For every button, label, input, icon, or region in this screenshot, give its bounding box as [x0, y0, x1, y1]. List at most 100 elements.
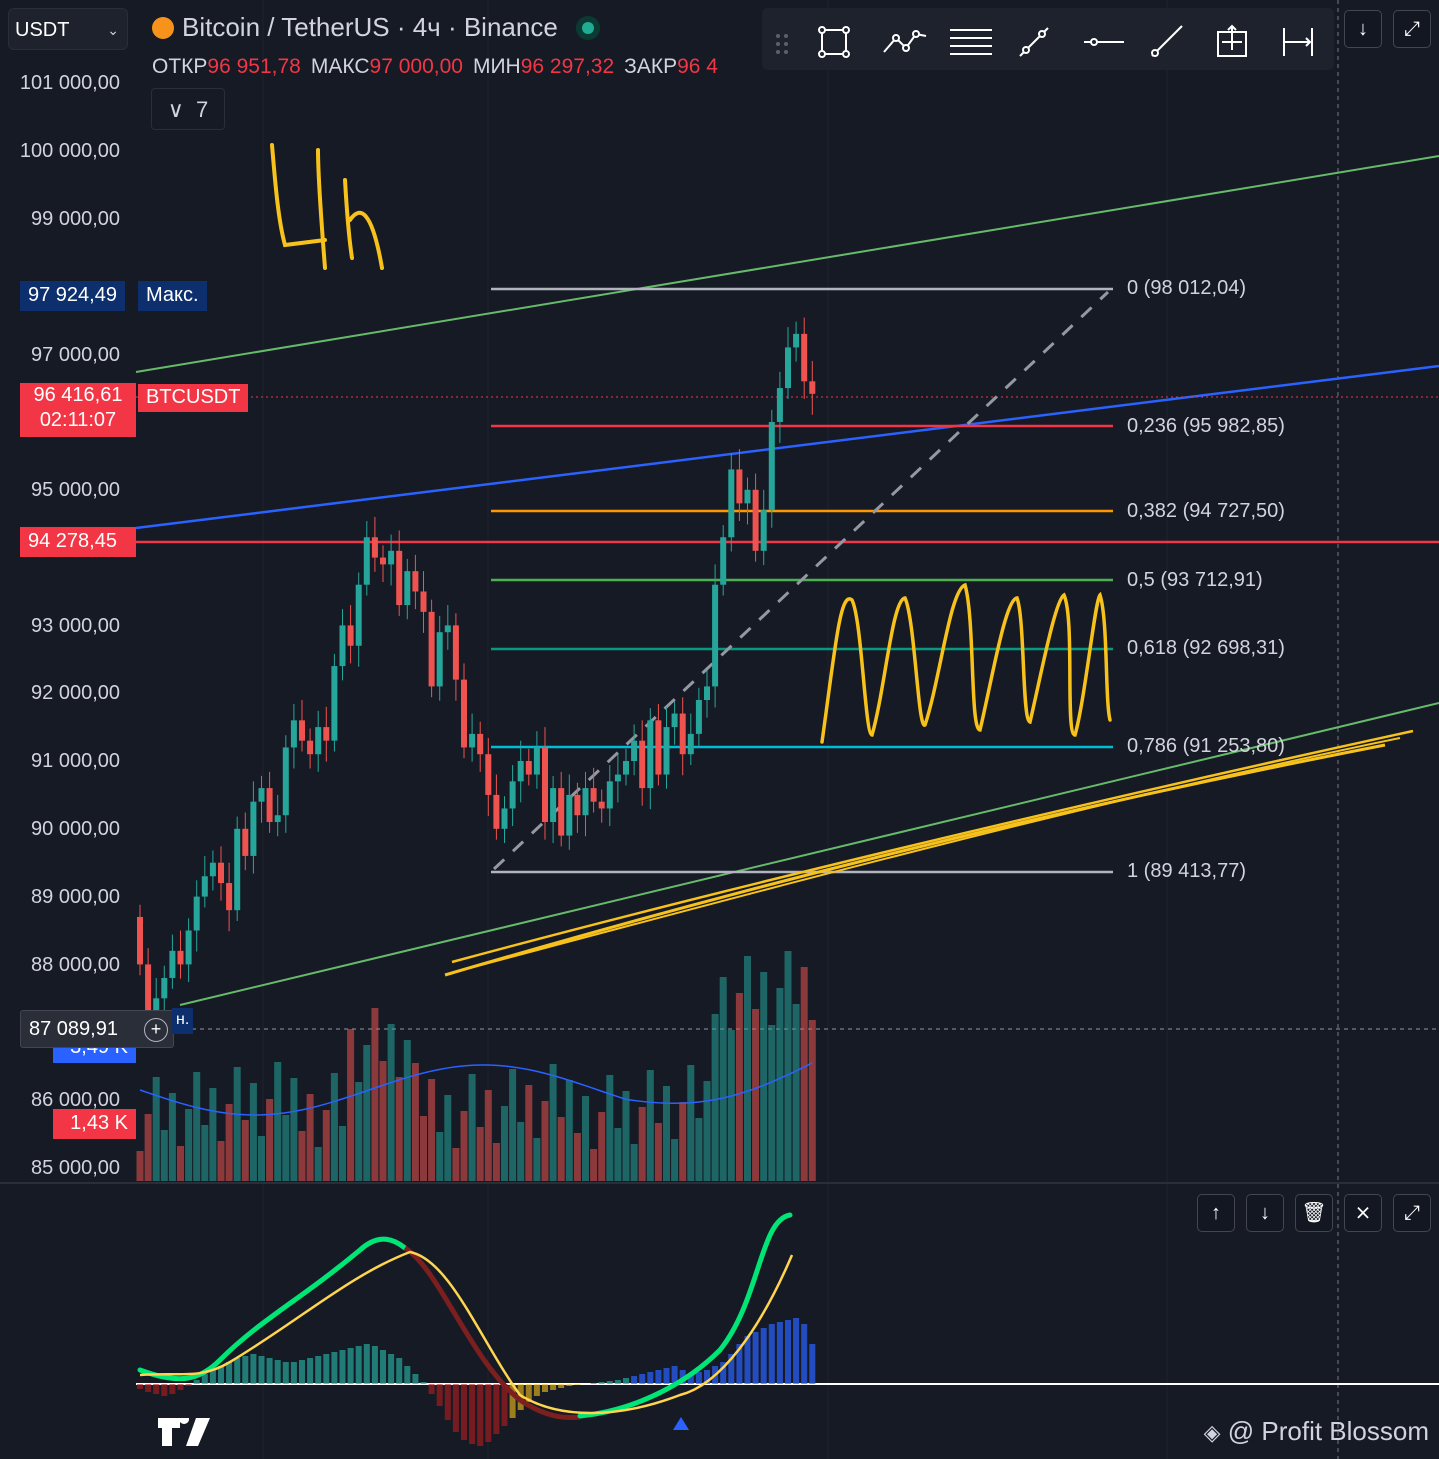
horizontal-line-icon[interactable]	[1082, 24, 1126, 60]
volume-bar	[144, 1114, 152, 1181]
candle-body	[242, 828, 249, 856]
level-price-tag: 94 278,45	[20, 527, 136, 557]
candle-body	[558, 788, 565, 836]
macd-histogram-bar	[145, 1384, 152, 1392]
macd-histogram-bar	[525, 1384, 532, 1402]
macd-histogram-bar	[558, 1384, 565, 1388]
candle-body	[582, 788, 589, 816]
delete-icon[interactable]: 🗑	[1295, 1194, 1333, 1232]
current-price-value: 96 416,61	[33, 384, 123, 406]
price-axis-label: 100 000,00	[19, 140, 120, 162]
candle-body	[234, 828, 241, 911]
candle-body	[153, 998, 160, 1019]
candle-body	[793, 333, 800, 348]
maximize-icon[interactable]: ⤢	[1393, 1194, 1431, 1232]
watermark-text: @ Profit Blossom	[1227, 1416, 1429, 1446]
parallel-lines-icon[interactable]	[948, 24, 994, 60]
volume-bar	[768, 1025, 776, 1181]
macd-histogram-bar	[590, 1383, 597, 1384]
candle-body	[760, 510, 767, 551]
volume-bar	[306, 1094, 314, 1181]
candle-body	[623, 761, 629, 775]
candle-body	[655, 720, 662, 775]
candle-body	[258, 788, 265, 802]
macd-histogram-bar	[566, 1384, 573, 1386]
move-down-icon[interactable]: ↓	[1246, 1194, 1284, 1232]
volume-bar	[654, 1123, 662, 1181]
candle-body	[444, 625, 451, 633]
volume-bar	[436, 1132, 444, 1181]
candle-body	[574, 794, 581, 816]
volume-bar	[322, 1110, 330, 1181]
fib-level-05: 0,5 (93 712,91)	[1127, 569, 1263, 591]
candle-body	[785, 347, 791, 389]
macd-histogram-bar	[452, 1384, 459, 1432]
macd-histogram-bar	[169, 1384, 176, 1394]
candle-body	[647, 720, 654, 789]
volume-bar	[735, 993, 743, 1181]
crosshair-box-icon[interactable]	[1214, 24, 1250, 60]
arrow-down-icon[interactable]: ↓	[1344, 10, 1382, 48]
volume-bar	[541, 1101, 549, 1181]
macd-histogram-bar	[485, 1384, 492, 1442]
indicators-toggle[interactable]: ∨ 7	[151, 88, 225, 130]
price-axis-label: 99 000,00	[31, 208, 120, 230]
volume-bar	[136, 1151, 144, 1181]
handwritten-support-2	[451, 729, 1414, 964]
fib-level-0: 0 (98 012,04)	[1127, 277, 1246, 299]
candle-body	[631, 740, 638, 761]
macd-histogram-bar	[517, 1384, 524, 1410]
date-range-icon[interactable]	[1280, 24, 1316, 60]
volume-bar	[606, 1075, 614, 1181]
macd-histogram-bar	[266, 1358, 273, 1384]
price-axis-label: 101 000,00	[19, 72, 120, 94]
add-alert-icon[interactable]: +	[144, 1018, 168, 1042]
handwritten-support-3	[469, 737, 1401, 969]
ray-icon[interactable]	[1148, 24, 1184, 60]
trend-line-icon[interactable]	[1016, 24, 1052, 60]
symbol-title-text: Bitcoin / TetherUS · 4ч · Binance	[182, 12, 558, 42]
candle-body	[776, 388, 783, 422]
macd-histogram-bar	[695, 1372, 702, 1384]
trend-line-blue	[135, 364, 1439, 530]
candle-body	[315, 727, 322, 755]
fib-level-1: 1 (89 413,77)	[1127, 860, 1246, 882]
macd-signal-line	[139, 1250, 794, 1415]
volume-bar	[501, 1106, 508, 1181]
macd-histogram-bar	[493, 1384, 500, 1434]
collapse-icon[interactable]: ⨯	[1344, 1194, 1382, 1232]
path-icon[interactable]	[882, 24, 928, 60]
macd-histogram-bar	[250, 1354, 257, 1384]
move-up-icon[interactable]: ↑	[1197, 1194, 1235, 1232]
volume-bar	[582, 1096, 589, 1181]
candle-body	[501, 808, 508, 829]
volume-bar	[193, 1072, 201, 1181]
drag-handle-icon[interactable]	[770, 24, 794, 60]
candle-body	[363, 537, 370, 585]
bar-countdown: 02:11:07	[39, 409, 117, 431]
price-axis-label: 90 000,00	[31, 818, 120, 840]
channel-lower-line	[179, 702, 1439, 1006]
volume-bar	[695, 1118, 703, 1181]
watermark: ◈ @ Profit Blossom	[1204, 1416, 1429, 1447]
macd-histogram-bar	[323, 1354, 330, 1384]
volume-bar	[525, 1085, 533, 1181]
volume-bar	[784, 951, 792, 1181]
macd-histogram-bar	[574, 1384, 581, 1385]
currency-select[interactable]: USDT ⌄	[8, 8, 128, 50]
macd-histogram-bar	[720, 1362, 727, 1384]
volume-bar	[663, 1086, 670, 1181]
symbol-title[interactable]: Bitcoin / TetherUS · 4ч · Binance	[152, 12, 600, 43]
fullscreen-icon[interactable]: ⤢	[1393, 10, 1431, 48]
macd-histogram-bar	[606, 1381, 613, 1384]
volume-value-tag: 1,43 K	[53, 1109, 136, 1139]
candle-body	[412, 571, 419, 592]
macd-histogram-bar	[809, 1344, 816, 1384]
macd-histogram-bar	[242, 1356, 249, 1384]
volume-bar	[679, 1102, 687, 1181]
crosshair-price-tag[interactable]: 87 089,91 +	[20, 1010, 174, 1048]
rectangle-icon[interactable]	[816, 24, 852, 60]
macd-histogram-bar	[509, 1384, 516, 1418]
